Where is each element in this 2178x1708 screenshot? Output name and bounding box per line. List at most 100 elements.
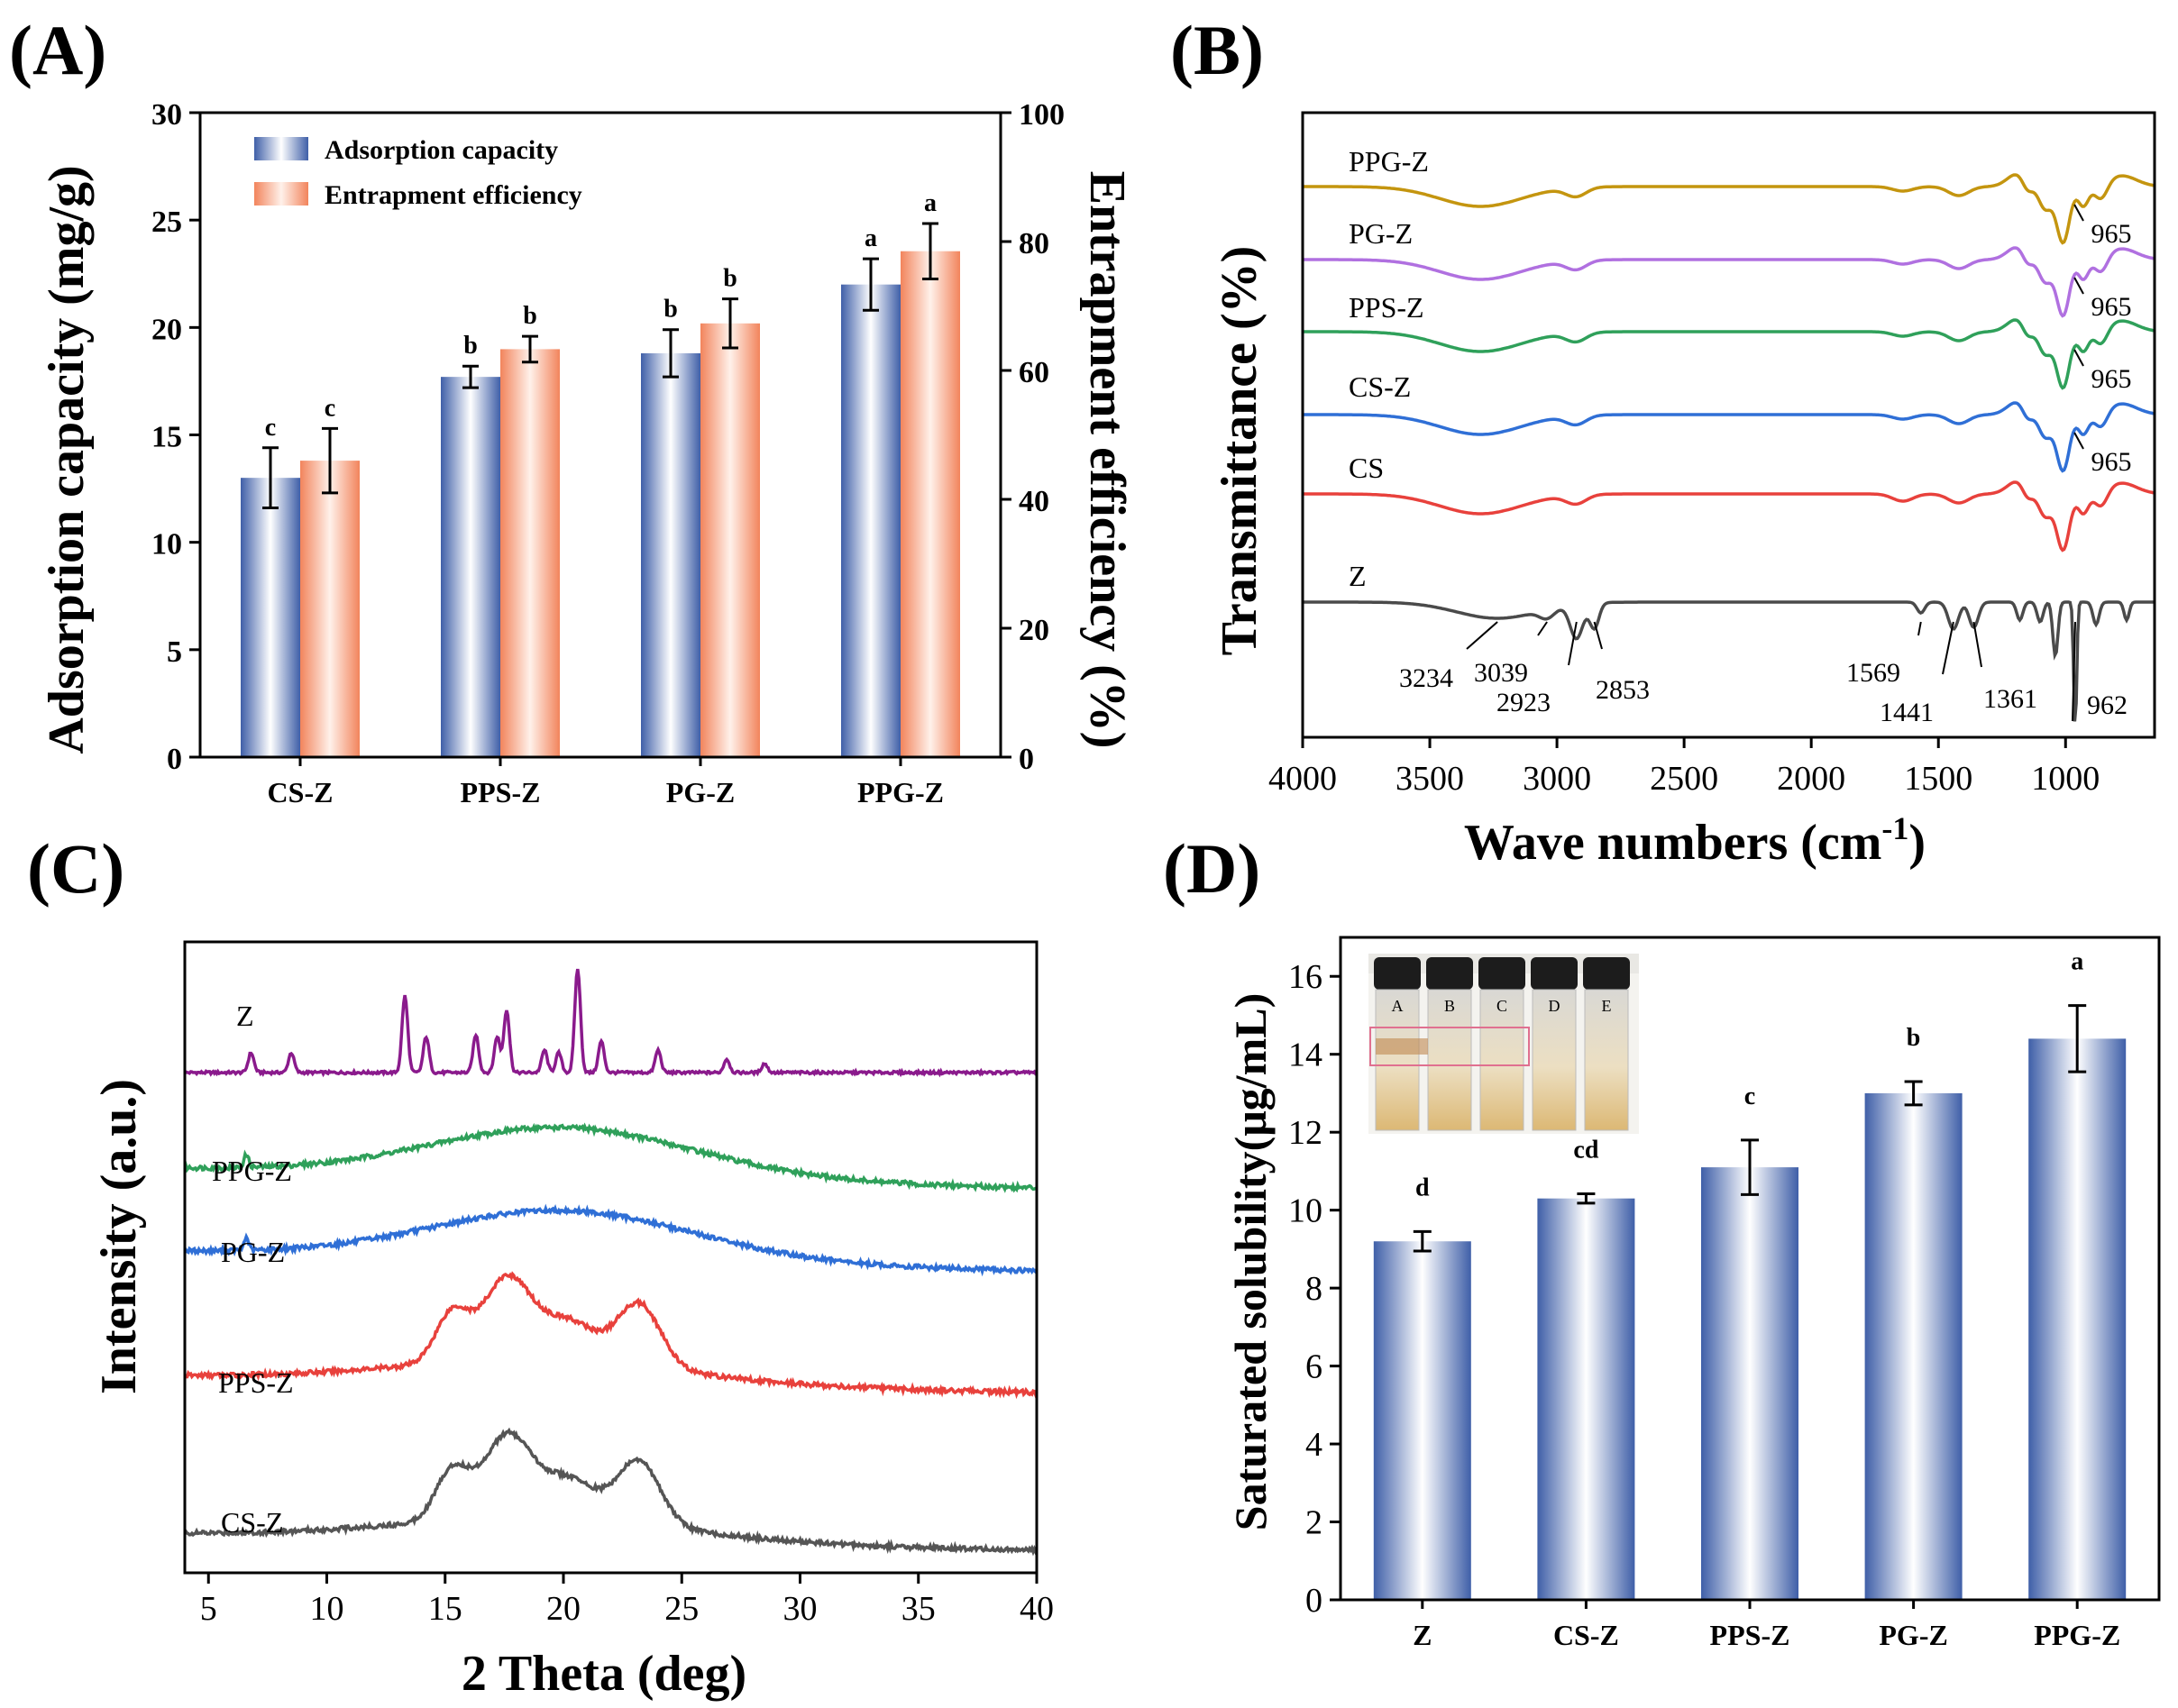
x-tick-label: PPG-Z bbox=[2034, 1619, 2120, 1651]
xrd-series-label: PG-Z bbox=[221, 1236, 285, 1268]
panel-d-label: (D) bbox=[1163, 829, 1260, 908]
vial-body bbox=[1479, 989, 1524, 1131]
panel-b: (B) PPG-Z 965 PG-Z 965 PPS-Z 965 CS-Z 965 CS Z 323… bbox=[1170, 11, 2156, 871]
panel-b-axes: 4000 3500 3000 2500 2000 1500 1000 bbox=[1268, 111, 2156, 798]
xrd-line-PPS-Z bbox=[183, 1271, 1039, 1400]
panel-a-legend: Adsorption capacity Entrapment efficienc… bbox=[254, 135, 582, 210]
bar-solubility-Z bbox=[1373, 1241, 1471, 1600]
panel-b-spectra: PPG-Z 965 PG-Z 965 PPS-Z 965 CS-Z 965 CS Z 3234 303… bbox=[1303, 145, 2155, 727]
y-tick-label: 12 bbox=[1288, 1114, 1322, 1152]
plot-frame bbox=[1339, 936, 2161, 1602]
x-tick-label: Z bbox=[1413, 1619, 1432, 1651]
panel-a-axes: CS-Z PPS-Z PG-Z PPG-Z 0 5 10 15 20 25 30 0 20 40 60 80 1… bbox=[151, 98, 1065, 808]
peak-leader bbox=[1466, 621, 1498, 650]
significance-letter: c bbox=[325, 394, 335, 422]
y-right-tick-label: 20 bbox=[1019, 614, 1049, 647]
y-tick-label: 2 bbox=[1305, 1504, 1322, 1542]
legend-swatch-entrapment bbox=[254, 182, 308, 206]
x-tick-label: 3500 bbox=[1396, 760, 1464, 798]
plot-frame bbox=[183, 940, 1039, 1575]
y-tick-label: 4 bbox=[1305, 1426, 1322, 1464]
vial-body bbox=[1532, 989, 1577, 1131]
significance-letter: b bbox=[723, 265, 737, 293]
panel-a: (A) c c b b b b a a CS-Z PPS-Z PG-Z PPG-Z 0 5 10 15 20 2… bbox=[9, 11, 1135, 808]
peak-label: 3234 bbox=[1399, 663, 1453, 693]
x-tick-label: 20 bbox=[546, 1590, 581, 1628]
peak-label: 962 bbox=[2087, 690, 2128, 720]
peak-label-965: 965 bbox=[2091, 447, 2131, 477]
vial-cap bbox=[1531, 957, 1578, 990]
vial-label: D bbox=[1549, 997, 1560, 1015]
peak-label: 3039 bbox=[1474, 658, 1528, 688]
peak-leader bbox=[1972, 621, 1982, 668]
vial-label: E bbox=[1602, 997, 1612, 1015]
panel-c-xlabel: 2 Theta (deg) bbox=[462, 1646, 746, 1702]
vial-body bbox=[1427, 989, 1472, 1131]
inset-highlight-box bbox=[1369, 1027, 1530, 1066]
panel-a-bars: c c b b b b a a bbox=[241, 189, 960, 758]
vial-cap bbox=[1426, 957, 1473, 990]
bar-entrapment-CS-Z bbox=[300, 461, 360, 757]
xrd-series-label: Z bbox=[236, 1000, 254, 1032]
x-tick-label: 1500 bbox=[1904, 760, 1972, 798]
significance-letter: a bbox=[865, 224, 877, 252]
vial-deposit bbox=[1376, 1038, 1428, 1055]
y-tick-label: 10 bbox=[151, 528, 182, 562]
bar-adsorption-PPG-Z bbox=[841, 284, 901, 758]
x-tick-label: 35 bbox=[901, 1590, 936, 1628]
x-tick-label: 3000 bbox=[1523, 760, 1591, 798]
bar-solubility-PPG-Z bbox=[2028, 1038, 2127, 1600]
y-tick-label: 0 bbox=[167, 743, 182, 776]
x-tick-label: PPS-Z bbox=[461, 776, 541, 808]
ftir-series-label: PPS-Z bbox=[1349, 291, 1424, 324]
vial-cap bbox=[1374, 957, 1421, 990]
panel-d-bars: d cd c b a bbox=[1373, 948, 2127, 1600]
xrd-line-CS-Z bbox=[183, 1427, 1039, 1557]
ftir-series-label: Z bbox=[1349, 560, 1367, 592]
panel-c-label: (C) bbox=[27, 829, 124, 908]
vial-body bbox=[1584, 989, 1629, 1131]
panel-b-xlabel: Wave numbers (cm-1) bbox=[1464, 810, 1926, 871]
ftir-line-CS bbox=[1303, 480, 2155, 553]
bar-solubility-CS-Z bbox=[1537, 1198, 1635, 1600]
x-tick-label: PPG-Z bbox=[857, 776, 944, 808]
x-tick-label: 2000 bbox=[1777, 760, 1845, 798]
vial-cap bbox=[1478, 957, 1525, 990]
significance-letter: b bbox=[663, 296, 678, 324]
x-tick-label: CS-Z bbox=[268, 776, 334, 808]
ftir-series-label: CS bbox=[1349, 452, 1384, 484]
y-tick-label: 16 bbox=[1288, 958, 1322, 996]
panel-d-axes: Z CS-Z PPS-Z PG-Z PPG-Z 0 2 4 6 8 10 12 14 16 bbox=[1288, 936, 2161, 1651]
bar-adsorption-CS-Z bbox=[241, 478, 300, 757]
plot-frame bbox=[1301, 111, 2156, 739]
significance-letter: c bbox=[265, 414, 276, 442]
xrd-series-label: PPG-Z bbox=[212, 1155, 292, 1187]
ftir-series-label: PPG-Z bbox=[1349, 145, 1429, 178]
significance-letter: a bbox=[924, 189, 937, 217]
y-tick-label: 6 bbox=[1305, 1348, 1322, 1386]
bar-solubility-PPS-Z bbox=[1701, 1167, 1798, 1600]
peak-label-965: 965 bbox=[2091, 364, 2131, 394]
peak-leader bbox=[2072, 621, 2076, 722]
vial-photo-inset: A B C D E bbox=[1368, 954, 1639, 1134]
panel-c-patterns: Z PPG-Z PG-Z PPS-Z CS-Z bbox=[183, 968, 1039, 1557]
peak-leader bbox=[1917, 621, 1922, 636]
significance-letter: cd bbox=[1573, 1136, 1598, 1164]
significance-letter: c bbox=[1744, 1082, 1755, 1110]
significance-letter: b bbox=[523, 302, 537, 330]
panel-a-ylabel-right: Entrapment efficiency (%) bbox=[1079, 171, 1135, 749]
y-tick-label: 8 bbox=[1305, 1270, 1322, 1308]
ftir-line-PPS-Z bbox=[1303, 318, 2155, 390]
vial-cap bbox=[1583, 957, 1630, 990]
peak-leader bbox=[1537, 621, 1548, 636]
y-right-tick-label: 60 bbox=[1019, 356, 1049, 389]
y-right-tick-label: 0 bbox=[1019, 743, 1034, 776]
xrd-line-PPG-Z bbox=[183, 1122, 1038, 1193]
panel-c-ylabel: Intensity (a.u.) bbox=[91, 1079, 147, 1394]
peak-leader bbox=[2073, 432, 2084, 450]
bar-solubility-PG-Z bbox=[1864, 1092, 1963, 1600]
bar-entrapment-PPG-Z bbox=[901, 251, 960, 758]
peak-leader bbox=[2073, 204, 2084, 222]
